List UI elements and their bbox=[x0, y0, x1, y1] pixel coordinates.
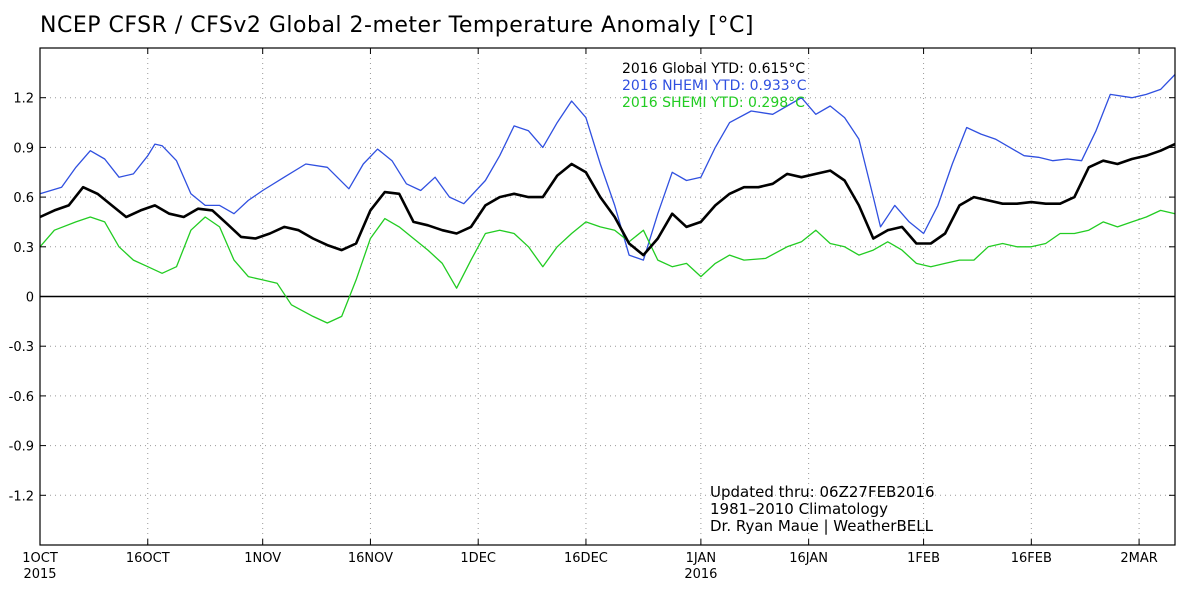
legend-entry: 2016 SHEMI YTD: 0.298°C bbox=[622, 95, 805, 111]
legend-entry: 2016 NHEMI YTD: 0.933°C bbox=[622, 78, 807, 94]
y-tick-label: 1.2 bbox=[13, 92, 34, 107]
y-tick-label: 0.3 bbox=[13, 241, 34, 256]
x-tick-sublabel: 2015 bbox=[23, 567, 56, 582]
series-lines bbox=[39, 74, 1176, 324]
grid-lines bbox=[40, 48, 1175, 545]
x-tick-sublabel: 2016 bbox=[684, 567, 717, 582]
x-tick-label: 1JAN bbox=[686, 551, 717, 566]
x-tick-label: 1DEC bbox=[460, 551, 496, 566]
annotation-line: Updated thru: 06Z27FEB2016 bbox=[710, 483, 935, 501]
annotation-line: Dr. Ryan Maue | WeatherBELL bbox=[710, 517, 934, 535]
x-tick-label: 1NOV bbox=[244, 551, 281, 566]
y-tick-label: 0.9 bbox=[13, 141, 34, 156]
chart-title: NCEP CFSR / CFSv2 Global 2-meter Tempera… bbox=[40, 13, 754, 38]
y-tick-label: 0.6 bbox=[13, 191, 34, 206]
x-tick-label: 16NOV bbox=[348, 551, 393, 566]
annotation-line: 1981–2010 Climatology bbox=[710, 500, 888, 518]
x-tick-label: 16DEC bbox=[564, 551, 608, 566]
series-line bbox=[39, 209, 1176, 324]
y-tick-labels: 1.2 0.9 0.6 0.3 0 -0.3 -0.6 -0.9 -1.2 bbox=[9, 92, 1175, 504]
x-tick-label: 16JAN bbox=[789, 551, 828, 566]
y-tick-label: 0 bbox=[26, 291, 34, 306]
x-tick-label: 16OCT bbox=[126, 551, 170, 566]
series-line bbox=[39, 74, 1176, 261]
legend-entry: 2016 Global YTD: 0.615°C bbox=[622, 61, 805, 77]
x-tick-label: 1FEB bbox=[907, 551, 940, 566]
y-tick-label: -1.2 bbox=[9, 489, 34, 504]
y-tick-label: -0.3 bbox=[9, 340, 34, 355]
x-tick-label: 1OCT bbox=[22, 551, 58, 566]
x-tick-label: 2MAR bbox=[1120, 551, 1157, 566]
series-line bbox=[39, 142, 1176, 257]
y-tick-label: -0.9 bbox=[9, 440, 34, 455]
y-tick-label: -0.6 bbox=[9, 390, 34, 405]
x-tick-label: 16FEB bbox=[1011, 551, 1052, 566]
